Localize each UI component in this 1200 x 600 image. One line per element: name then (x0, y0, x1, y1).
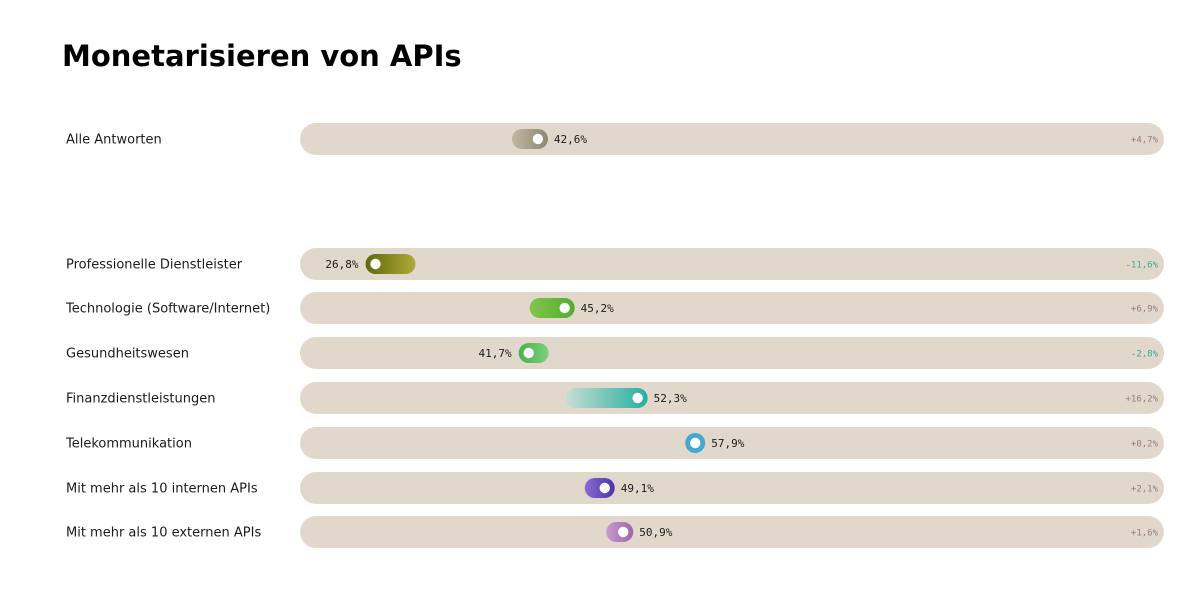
row-label: Finanzdienstleistungen (66, 392, 215, 407)
value-label: 42,6% (554, 133, 587, 146)
value-label: 45,2% (581, 302, 614, 315)
bar-track (300, 427, 1164, 459)
change-label: +16,2% (1125, 395, 1158, 405)
bar-row: Mit mehr als 10 internen APIs 49,1% +2,1% (66, 472, 1164, 504)
change-label: -11,6% (1125, 261, 1158, 271)
change-label: +0,2% (1131, 440, 1159, 450)
value-pill (565, 388, 648, 408)
bar-row: Gesundheitswesen 41,7% -2,8% (66, 337, 1164, 369)
value-label: 26,8% (325, 258, 358, 271)
bar-track (300, 123, 1164, 155)
value-dot (559, 302, 570, 314)
value-dot (632, 392, 643, 404)
change-label: -2,8% (1131, 350, 1159, 360)
value-label: 41,7% (479, 347, 512, 360)
bar-track (300, 472, 1164, 504)
value-dot (532, 133, 544, 145)
value-dot (618, 526, 629, 538)
chart-title: Monetarisieren von APIs (62, 39, 462, 73)
row-label: Telekommunikation (65, 437, 192, 452)
bar-row: Mit mehr als 10 externen APIs 50,9% +1,6% (66, 516, 1164, 548)
value-dot (370, 258, 381, 270)
value-label: 57,9% (711, 437, 744, 450)
value-dot (599, 482, 610, 494)
bar-track (300, 382, 1164, 414)
value-label: 50,9% (639, 526, 672, 539)
change-label: +6,9% (1131, 305, 1159, 315)
row-label: Professionelle Dienstleister (66, 258, 243, 273)
bar-row: Professionelle Dienstleister 26,8% -11,6% (66, 248, 1164, 280)
bar-row: Alle Antworten 42,6% +4,7% (66, 123, 1164, 155)
row-label: Gesundheitswesen (66, 347, 189, 362)
value-pill (365, 254, 416, 274)
row-label: Technologie (Software/Internet) (65, 302, 270, 317)
value-dot (523, 347, 534, 359)
value-label: 49,1% (621, 482, 654, 495)
bar-row: Technologie (Software/Internet) 45,2% +6,9… (65, 292, 1164, 324)
value-label: 52,3% (654, 392, 687, 405)
row-label: Mit mehr als 10 externen APIs (66, 526, 261, 541)
change-label: +4,7% (1131, 136, 1159, 146)
bar-track (300, 516, 1164, 548)
bar-track (300, 337, 1164, 369)
bar-track (300, 292, 1164, 324)
row-label: Alle Antworten (66, 133, 162, 148)
change-label: +2,1% (1131, 485, 1159, 495)
bar-row: Finanzdienstleistungen 52,3% +16,2% (66, 382, 1164, 414)
change-label: +1,6% (1131, 529, 1159, 539)
bar-row: Telekommunikation 57,9% +0,2% (65, 427, 1164, 459)
row-label: Mit mehr als 10 internen APIs (66, 482, 258, 497)
bar-track (300, 248, 1164, 280)
value-dot (690, 437, 701, 449)
